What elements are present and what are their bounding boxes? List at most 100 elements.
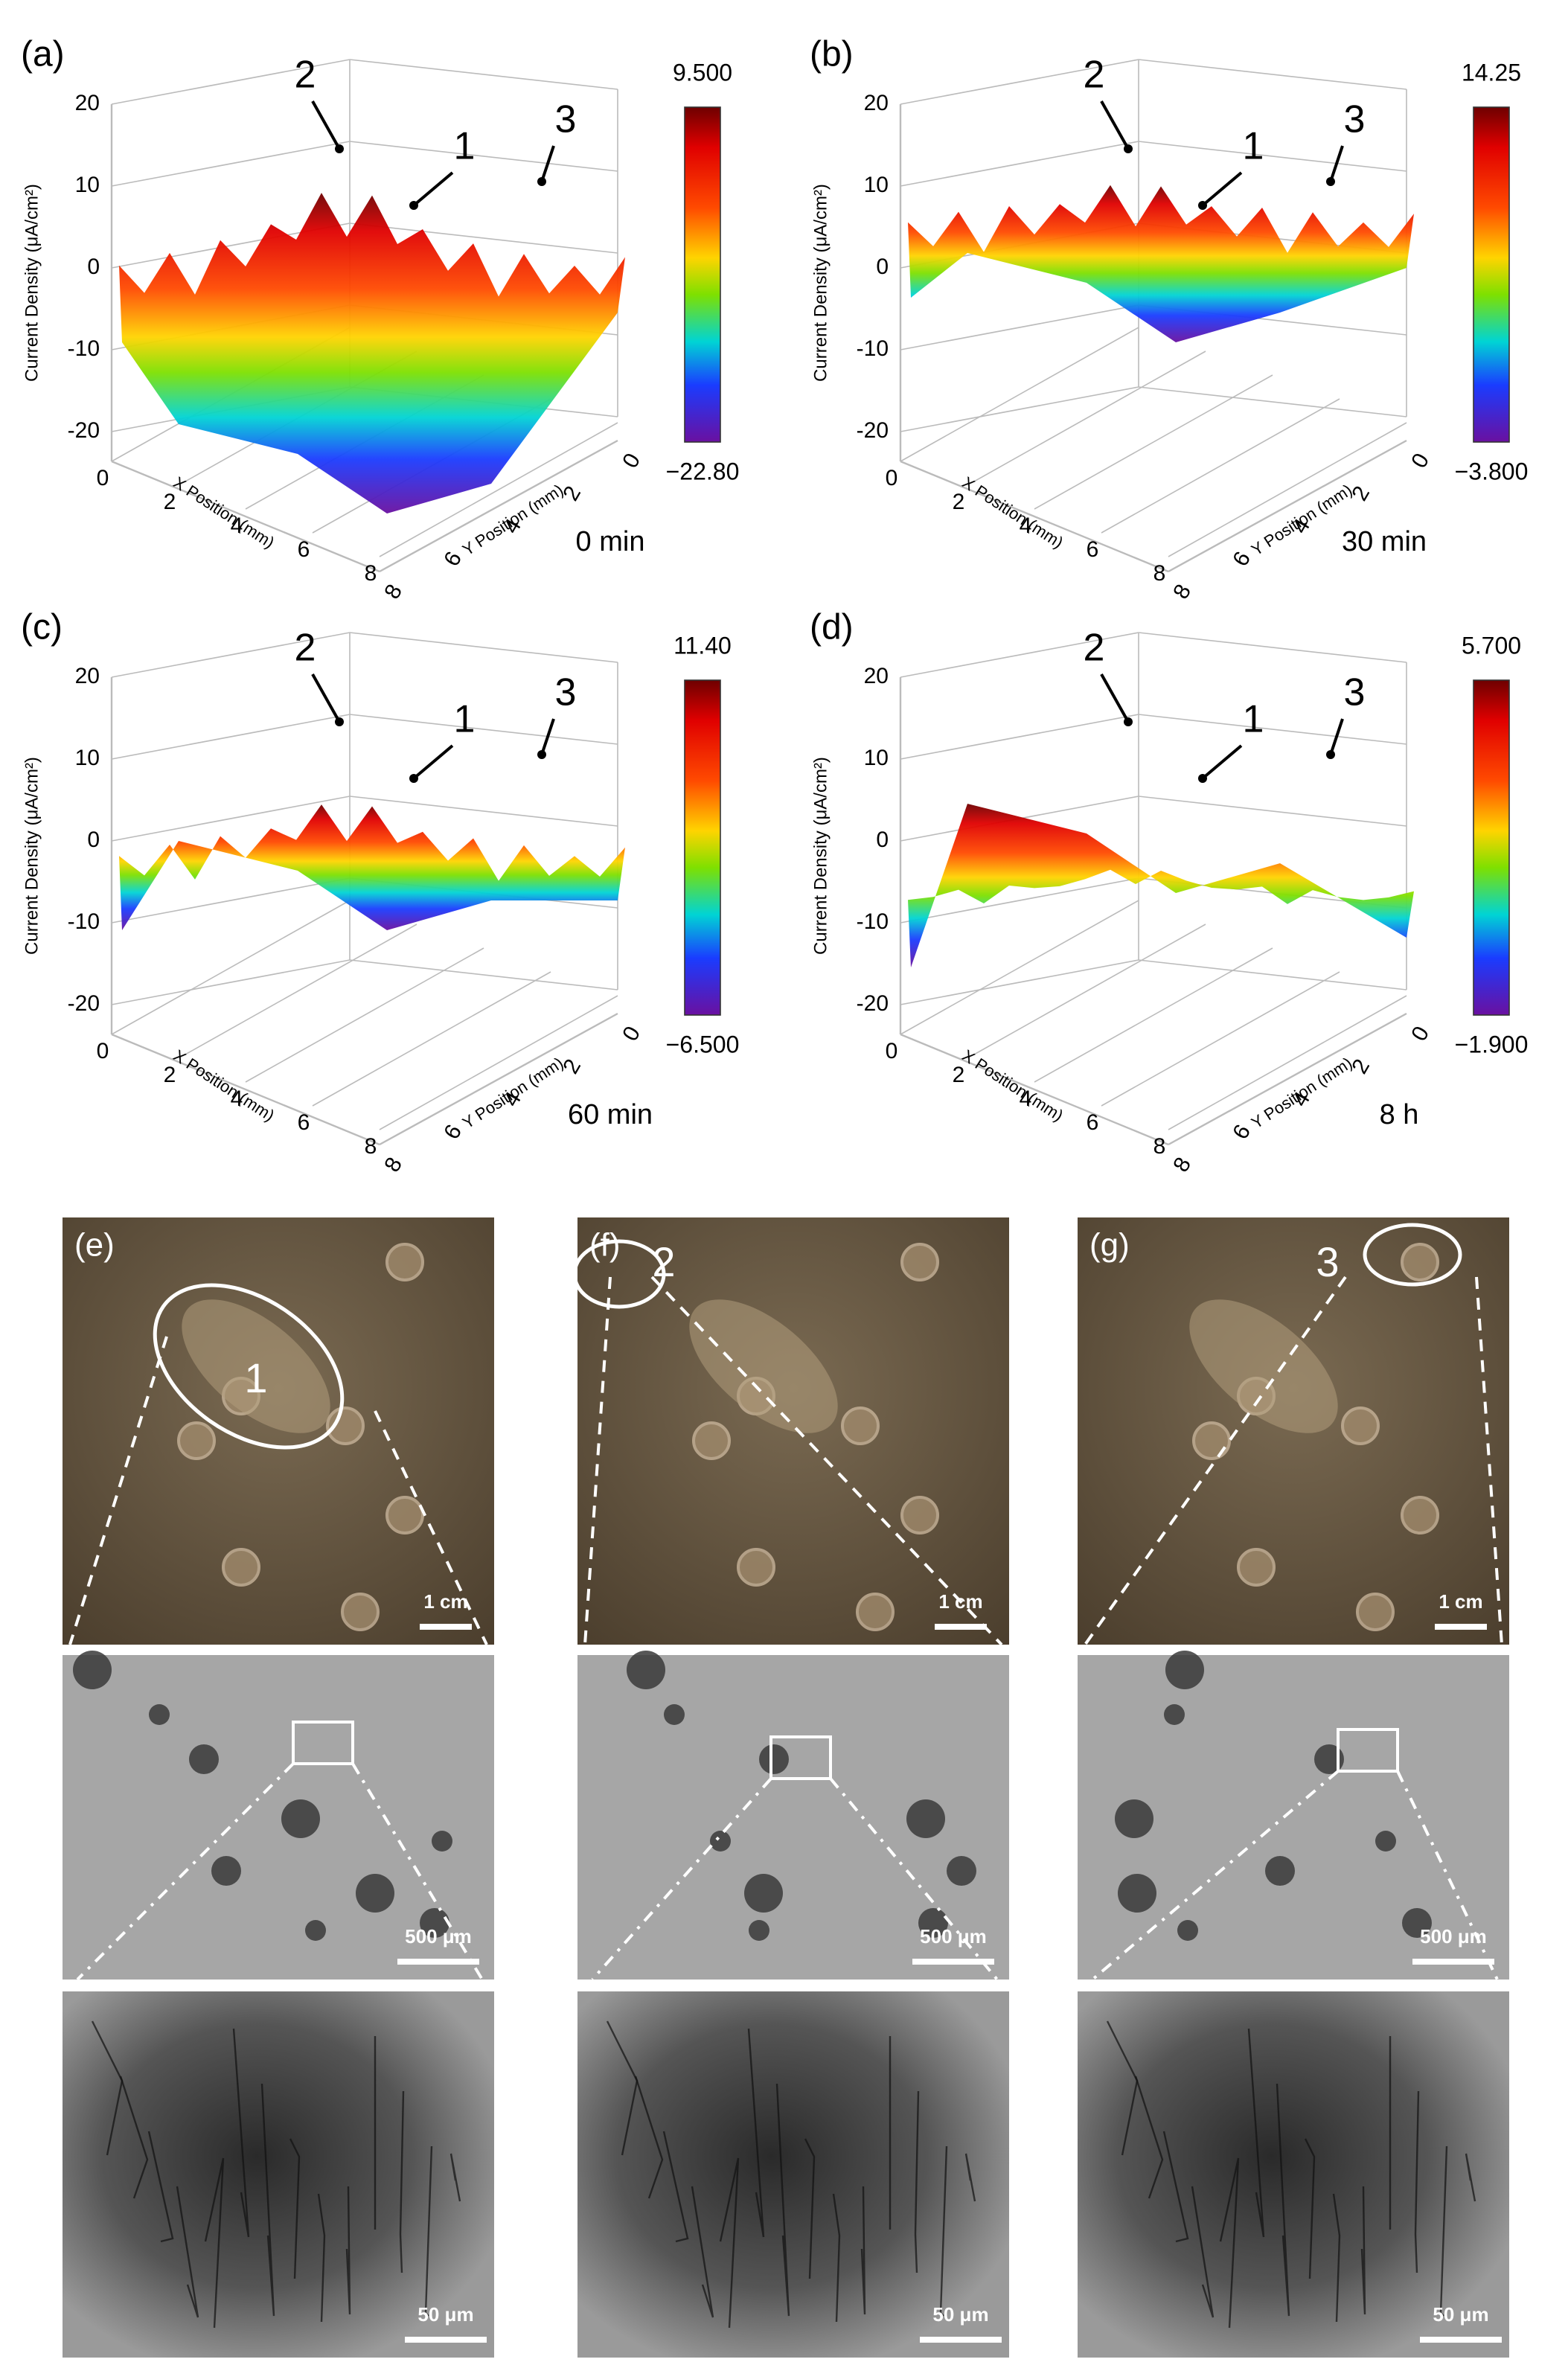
pit [1401,1243,1439,1281]
pit [900,1496,939,1534]
pit [1165,1651,1204,1689]
axis-line [1138,959,1407,991]
pit [1402,1908,1432,1938]
crack [634,2076,664,2199]
marker-label: 2 [652,1238,675,1285]
zoom-box [1337,1728,1399,1773]
colorbar-max: 9.500 [673,59,732,86]
scale-bar-label: 1 cm [938,1590,982,1613]
x-tick-label: 4 [231,1087,243,1111]
crack [317,2193,326,2323]
x-tick-label: 2 [164,490,176,514]
marker-label: 1 [454,698,476,741]
crack [1219,2157,1240,2329]
sem-image [63,1991,494,2358]
x-tick-label: 0 [886,1039,898,1063]
crack [1191,2186,1215,2318]
arrow-head [1124,144,1133,153]
axis-line [1034,374,1273,510]
pit [177,1421,216,1460]
panel-label: (a) [21,35,65,74]
z-tick-label: -20 [857,991,889,1016]
marker-label: 3 [1316,1238,1339,1285]
pit [222,1548,260,1587]
surface [908,804,1414,967]
axis-line [178,924,417,1059]
z-tick-label: -20 [68,991,100,1016]
scale-bar-label: 50 μm [1433,2303,1488,2326]
axis-title: Current Density (μA/cm²) [22,184,42,382]
pit [1237,1548,1276,1587]
crack [1162,2131,1189,2243]
marker-label: 3 [555,671,577,714]
colorbar-min: −3.800 [1455,458,1529,484]
x-tick-label: 2 [953,490,965,514]
colorbar [684,679,721,1016]
photo [63,1217,494,1645]
pit [432,1831,452,1852]
z-tick-label: 10 [864,746,889,770]
crack [176,2186,199,2318]
axis-title: Current Density (μA/cm²) [810,757,831,955]
axis-line [111,959,351,1005]
sem-image [577,1991,1009,2358]
axis-line [111,632,351,678]
zoom-line [1396,1770,1499,1980]
axis-title: Current Density (μA/cm²) [810,184,831,382]
axis-line [1138,796,1407,827]
y-tick-label: 6 [1228,1121,1255,1144]
zoom-box [292,1721,354,1765]
crack [1414,2090,1420,2273]
marker-label: 3 [555,98,577,141]
zoom-box [769,1735,832,1780]
y-tick-label: 8 [1168,580,1196,604]
axis-line [349,632,618,663]
crack [719,2157,740,2329]
scale-bar [397,1959,479,1965]
x-tick-label: 0 [886,466,898,490]
axis-line [900,1033,1169,1146]
crack [860,2186,866,2315]
axis-line [900,877,1139,924]
axis-line [379,995,618,1130]
x-tick-label: 6 [298,1110,310,1135]
axis-line [349,59,618,90]
colorbar-min: −1.900 [1455,1031,1529,1057]
panel-label: (e) [74,1227,115,1264]
time-label: 60 min [568,1099,653,1130]
pit-cluster [182,1299,330,1433]
axis-line [1138,632,1407,663]
colorbar-max: 14.25 [1462,59,1521,86]
pit [900,1243,939,1281]
marker-label: 1 [1243,125,1264,168]
axis-line [245,947,484,1083]
axis-line [900,632,1139,678]
crack [691,2186,714,2318]
axis-line [379,422,618,557]
arrow [1100,673,1130,723]
arrow-head [335,144,344,153]
colorbar-min: −6.500 [666,1031,740,1057]
crack [1134,2076,1164,2199]
axis-line [349,796,618,827]
axis-line [1168,439,1407,573]
arrow [311,673,341,723]
axis-title: Current Density (μA/cm²) [22,757,42,955]
scale-bar [912,1959,994,1965]
crack [939,2145,948,2317]
pit [1341,1406,1380,1445]
arrow [540,718,555,755]
surface [119,193,625,513]
scale-bar [920,2337,1002,2343]
axis-line [111,460,380,573]
arrow-head [1198,201,1207,210]
arrow-head [537,177,546,186]
pit [759,1744,789,1774]
arrow-head [1326,750,1335,759]
pit [856,1593,895,1631]
axis-line [111,900,351,1035]
arrow [412,744,454,780]
x-tick-label: 2 [164,1063,176,1087]
